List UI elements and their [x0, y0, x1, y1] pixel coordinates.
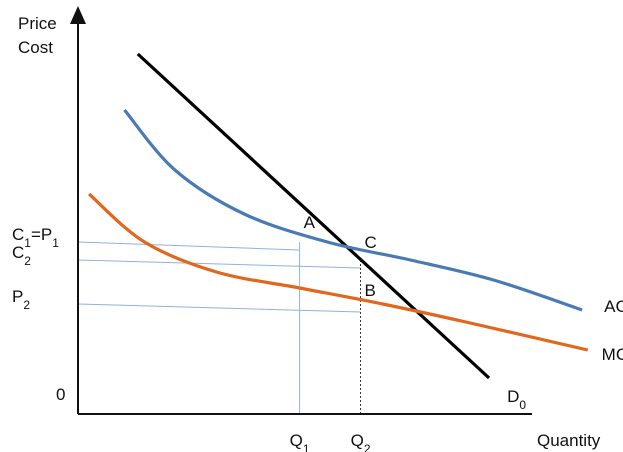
y-axis-title-line1: Price	[18, 14, 57, 33]
y-tick-label-3: P2	[12, 287, 30, 312]
point-label-b: B	[365, 281, 376, 300]
guide-lines	[77, 241, 362, 414]
series-label-mc: MC	[602, 345, 623, 364]
series-label-ac: AC	[604, 297, 623, 316]
x-tick-label-2: Q2	[351, 431, 371, 452]
x-axis-title: Quantity	[537, 431, 601, 450]
y-tick-label-1: C1=P1	[12, 225, 59, 250]
curves	[88, 52, 589, 380]
guide-h-c	[77, 259, 361, 269]
point-label-c: C	[365, 233, 377, 252]
x-tick-label-1: Q1	[290, 431, 310, 452]
point-label-a: A	[304, 213, 316, 232]
guide-h-a	[77, 241, 300, 251]
origin-label: 0	[56, 385, 65, 404]
curve-mc	[88, 192, 589, 352]
curve-d0	[136, 52, 491, 380]
series-label-d0: D0	[507, 387, 526, 412]
y-axis-title-line2: Cost	[18, 38, 53, 57]
curve-ac	[123, 108, 583, 312]
guide-h-b	[77, 303, 361, 313]
y-tick-label-2: C2	[12, 243, 31, 268]
